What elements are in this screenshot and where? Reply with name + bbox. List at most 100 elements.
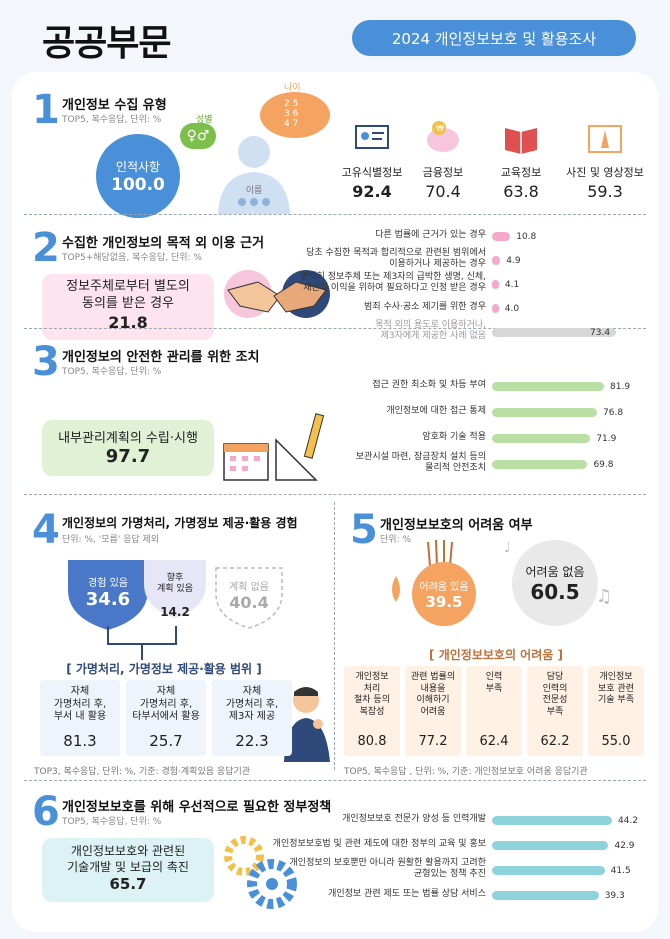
svg-text:4 7: 4 7 [284,119,298,129]
section-3-subtitle: TOP5, 복수응답, 단위: % [62,367,162,377]
scope-value: 81.3 [63,732,97,750]
difficulty-value: 80.8 [357,734,387,749]
survey-badge: 2024 개인정보보호 및 활용조사 [352,20,636,56]
difficulty-label: 개인정보 처리 절차 등의 복잡성 [354,672,390,718]
personal-info-value: 100.0 [111,174,165,195]
section-2-subtitle: TOP5+해당없음, 복수응답, 단위: % [62,253,202,263]
difficulty-label: 관련 법률의 내용을 이해하기 어려움 [410,672,456,718]
scope-cell [126,680,206,756]
divider-2 [24,328,646,329]
no-plan-label: 계획 없음 [229,582,269,593]
difficulty-yes-value: 39.5 [425,592,463,611]
page-title: 공공부문 [42,23,171,64]
divider-3 [24,494,646,495]
difficulty-cell [527,666,583,756]
bar-value: 41.5 [610,866,631,876]
bar [492,841,609,850]
scope-label: 자체 가명처리 후, 부서 내 활용 [53,686,107,722]
bar-value: 73.4 [590,328,611,338]
photo-icon [588,125,622,153]
bar-value: 10.8 [516,232,537,242]
scope-label: 자체 가명처리 후, 제3자 제공 [225,686,279,722]
divider-4 [24,780,646,781]
music-notes-icon: ♫ [596,586,613,607]
bar [492,328,616,337]
divider-1 [24,214,646,215]
tech-dev-label-2: 기술개발 및 보급의 촉진 [67,859,189,874]
bar-label: 개인정보 관련 제도 또는 법률 상담 서비스 [328,889,486,899]
bar-label: 다른 법률에 근거가 있는 경우 [375,230,486,240]
bar-value: 4.1 [504,280,520,290]
bar [492,434,591,443]
shield-planned [144,560,206,618]
separate-consent-box: 정보주체로부터 별도의 동의를 받은 경우 21.8 [42,274,214,340]
bar-value: 42.9 [614,841,635,851]
bar-value: 69.8 [593,460,614,470]
content-card [12,72,658,932]
bar-value: 39.3 [604,891,625,901]
personal-info-label: 인적사항 [115,159,161,174]
section-6-title: 개인정보보호를 위해 우선적으로 필요한 정부정책 [62,800,332,815]
bar [492,866,605,875]
divider-vertical [334,502,335,770]
section-3-number: 3 [32,339,60,385]
name-label: 이름 [245,186,263,196]
bar-value: 4.0 [504,304,520,314]
bar-label: 보관시설 마련, 잠금장치 설치 등의 물리적 안전조치 [355,452,486,474]
no-plan-value: 40.4 [229,593,269,612]
collection-type-label: 교육정보 [500,166,542,179]
tech-dev-value: 65.7 [109,875,147,894]
gender-label: 성별 [196,115,213,125]
collection-type-label: 금융정보 [422,166,464,179]
calendar-icon [223,443,269,481]
svg-text:₩: ₩ [436,124,444,133]
difficulty-cell [466,666,522,756]
separate-consent-value: 21.8 [108,312,148,332]
bar [492,460,588,469]
gears-icon [224,836,297,909]
bar-label: 목적 외의 용도로 이용하거나, 제3자에게 제공한 사례 없음 [375,320,486,342]
bar [492,256,501,265]
section-5-footnote: TOP5, 복수응답 , 단위: %, 기준: 개인정보보호 어려움 응답기관 [344,767,588,777]
bar-value: 4.9 [506,256,521,266]
bar [492,232,511,241]
bar-label: 개인정보보호법 및 관련 제도에 대한 정부의 교육 및 홍보 [272,839,486,849]
collection-type-label: 사진 및 영상정보 [566,166,644,179]
difficulty-yes-circle: 어려움 있음 39.5 [412,562,476,626]
bar-value: 76.8 [603,408,624,418]
bar-label: 접근 권한 최소화 및 차등 부여 [372,380,486,390]
tech-dev-box: 개인정보보호와 관련된 기술개발 및 보급의 촉진 65.7 [42,838,214,902]
piggy-bank-icon: ₩ [427,121,459,152]
book-icon [505,128,537,154]
bar-value: 81.9 [610,382,631,392]
music-note-icon: ♩ [504,540,511,556]
section-4-footnote: TOP3, 복수응답, 단위: %, 기준: 경험·계획있음 응답기관 [34,767,251,777]
id-card-icon [355,125,389,149]
section-1-number: 1 [32,87,60,133]
bar [492,382,604,391]
svg-text:2 5: 2 5 [284,99,298,109]
difficulty-no-circle: 어려움 없음 60.5 [512,540,598,626]
section-5-number: 5 [350,507,378,553]
gender-icon: ♀♂ [180,123,216,149]
collection-type-value: 63.8 [503,182,539,201]
internal-plan-box: 내부관리계획의 수립·시행 97.7 [42,420,214,476]
ruler-pencil-icon [275,413,325,481]
age-numbers-icon: 2 53 64 7 [284,99,299,129]
difficulty-label: 담당 인력의 전문성 부족 [542,672,568,718]
internal-plan-value: 97.7 [105,446,151,467]
bar [492,816,612,825]
difficulty-no-value: 60.5 [530,579,580,604]
section-6-number: 6 [32,789,60,835]
scope-cell [212,680,292,756]
collection-type-value: 70.4 [425,182,461,201]
difficulty-value: 55.0 [601,734,631,749]
section-6-subtitle: TOP5, 복수응답, 단위: % [62,817,162,827]
bar [492,304,499,313]
difficulty-cell [344,666,400,756]
scope-cell [40,680,120,756]
section-1-title: 개인정보 수집 유형 [62,98,167,113]
shield-planned-text: 향후 계획 있음 14.2 [142,562,208,630]
planned-value: 14.2 [160,605,190,620]
